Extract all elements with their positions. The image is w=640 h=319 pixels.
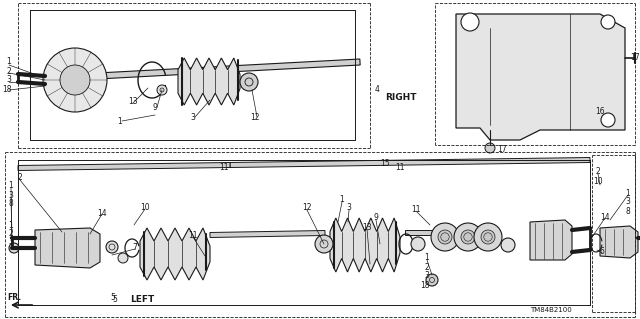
Text: 16: 16 xyxy=(595,108,605,116)
Circle shape xyxy=(240,73,258,91)
Circle shape xyxy=(106,241,118,253)
Circle shape xyxy=(454,223,482,251)
Text: 8: 8 xyxy=(8,199,13,209)
Text: 1: 1 xyxy=(340,196,344,204)
Text: 10: 10 xyxy=(140,204,150,212)
Text: 10: 10 xyxy=(593,177,603,187)
Text: 3: 3 xyxy=(6,76,12,85)
Circle shape xyxy=(485,143,495,153)
Circle shape xyxy=(474,223,502,251)
Polygon shape xyxy=(35,228,100,268)
Text: 2: 2 xyxy=(6,66,12,76)
Text: 3: 3 xyxy=(347,204,351,212)
Circle shape xyxy=(481,230,495,244)
Polygon shape xyxy=(60,59,360,81)
Text: 2: 2 xyxy=(8,229,13,239)
Text: 9: 9 xyxy=(374,213,378,222)
Text: 4: 4 xyxy=(375,85,380,94)
Text: 1: 1 xyxy=(6,57,12,66)
Polygon shape xyxy=(330,218,400,272)
Circle shape xyxy=(426,274,438,286)
Polygon shape xyxy=(456,14,625,140)
Text: 11: 11 xyxy=(396,162,404,172)
Text: 3: 3 xyxy=(424,271,429,280)
Text: 1: 1 xyxy=(118,117,122,127)
Text: 13: 13 xyxy=(362,224,372,233)
Circle shape xyxy=(601,113,615,127)
Text: FR.: FR. xyxy=(7,293,21,302)
Polygon shape xyxy=(18,162,230,170)
Circle shape xyxy=(43,48,107,112)
Text: 18: 18 xyxy=(420,280,429,290)
Text: RIGHT: RIGHT xyxy=(385,93,417,102)
Text: 14: 14 xyxy=(97,209,107,218)
Polygon shape xyxy=(230,158,590,167)
Text: 1: 1 xyxy=(424,254,429,263)
Text: 7: 7 xyxy=(132,243,138,253)
Circle shape xyxy=(157,85,167,95)
Circle shape xyxy=(438,230,452,244)
Circle shape xyxy=(431,223,459,251)
Text: 14: 14 xyxy=(600,212,610,221)
Text: 11: 11 xyxy=(188,232,198,241)
Text: 6: 6 xyxy=(600,248,604,256)
Text: 3: 3 xyxy=(625,197,630,206)
Text: 18: 18 xyxy=(3,85,12,94)
Circle shape xyxy=(118,253,128,263)
Circle shape xyxy=(411,237,425,251)
Circle shape xyxy=(60,65,90,95)
Text: 3: 3 xyxy=(8,190,13,199)
Text: 8: 8 xyxy=(626,206,630,216)
Polygon shape xyxy=(530,220,572,260)
Circle shape xyxy=(501,238,515,252)
Polygon shape xyxy=(405,229,432,234)
Polygon shape xyxy=(140,228,210,280)
Text: 2: 2 xyxy=(18,174,22,182)
Text: 9: 9 xyxy=(152,103,157,113)
Text: 2: 2 xyxy=(596,167,600,176)
Text: 17: 17 xyxy=(497,145,507,153)
Polygon shape xyxy=(600,226,638,258)
Circle shape xyxy=(461,13,479,31)
Text: LEFT: LEFT xyxy=(130,295,154,305)
Text: 5: 5 xyxy=(112,295,117,305)
Text: 1: 1 xyxy=(8,182,13,190)
Text: 2: 2 xyxy=(424,263,429,271)
Text: 1: 1 xyxy=(626,189,630,197)
Circle shape xyxy=(601,15,615,29)
Text: 12: 12 xyxy=(302,204,312,212)
Circle shape xyxy=(315,235,333,253)
Text: 13: 13 xyxy=(128,98,138,107)
Text: 11: 11 xyxy=(412,204,420,213)
Text: 17: 17 xyxy=(630,54,639,63)
Text: TM84B2100: TM84B2100 xyxy=(530,307,572,313)
Polygon shape xyxy=(178,58,240,105)
Text: 3: 3 xyxy=(8,238,13,247)
Text: 12: 12 xyxy=(250,114,260,122)
Circle shape xyxy=(461,230,475,244)
Text: 11: 11 xyxy=(220,162,228,172)
Polygon shape xyxy=(210,231,325,238)
Text: 3: 3 xyxy=(191,114,195,122)
Circle shape xyxy=(9,243,19,253)
Text: 15: 15 xyxy=(380,159,390,167)
Text: 5: 5 xyxy=(111,293,115,302)
Text: 1: 1 xyxy=(8,220,13,229)
